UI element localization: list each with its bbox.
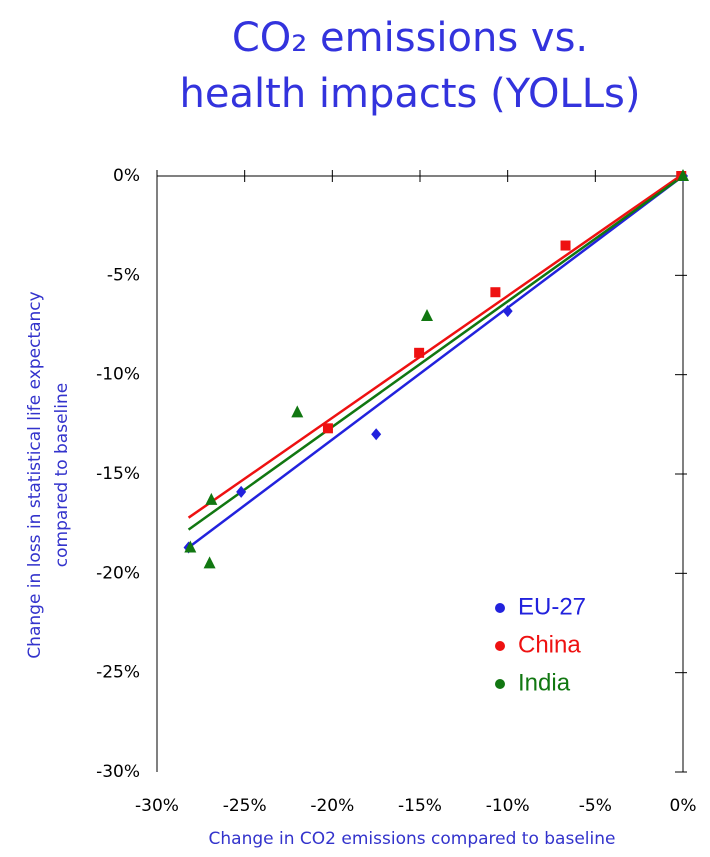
chart-title: health impacts (YOLLs) [180,71,641,117]
point [414,347,425,358]
point [560,240,571,251]
point [291,405,304,418]
x-tick-label: -5% [579,796,612,816]
x-tick-label: -10% [486,796,530,816]
y-axis-label: Change in loss in statistical life expec… [25,291,45,658]
x-tick-label: 0% [670,796,697,816]
y-tick-label: -25% [96,663,140,683]
point [236,485,247,498]
trend-line [187,172,684,519]
x-axis-label: Change in CO2 emissions compared to base… [209,829,616,849]
point [184,540,197,553]
point [205,492,218,505]
y-tick-label: 0% [113,166,140,186]
legend-label: India [518,669,571,696]
y-axis-label: compared to baseline [52,383,72,567]
y-tick-label: -15% [96,464,140,484]
trend-line [187,175,684,549]
y-tick-label: -10% [96,365,140,385]
point [421,309,434,322]
x-tick-label: -30% [135,796,179,816]
point [322,423,333,434]
chart-title: CO₂ emissions vs. [232,15,588,61]
point [371,428,382,441]
legend-label: EU-27 [518,593,586,620]
legend-marker [495,679,505,689]
x-tick-label: -25% [223,796,267,816]
y-tick-label: -5% [107,265,140,285]
legend-marker [495,603,505,613]
x-tick-label: -15% [398,796,442,816]
x-tick-label: -20% [310,796,354,816]
y-tick-label: -30% [96,762,140,782]
y-tick-label: -20% [96,563,140,583]
legend-marker [495,641,505,651]
point [490,287,501,298]
trend-line [187,174,684,531]
point [677,169,689,181]
legend-label: China [518,631,581,658]
point [502,305,513,318]
point [203,556,216,569]
